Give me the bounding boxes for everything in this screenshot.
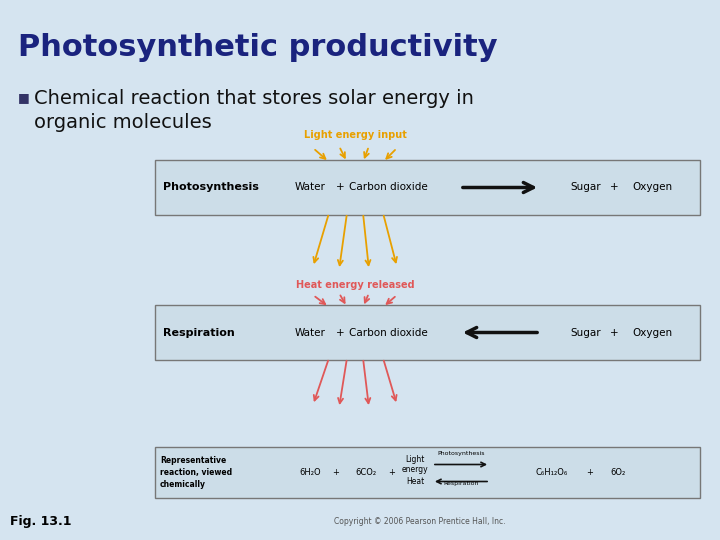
Text: organic molecules: organic molecules xyxy=(34,112,212,132)
Text: 6CO₂: 6CO₂ xyxy=(356,468,377,477)
Text: +: + xyxy=(389,468,395,477)
Text: Respiration: Respiration xyxy=(444,482,479,487)
Text: Carbon dioxide: Carbon dioxide xyxy=(348,327,428,338)
Text: Carbon dioxide: Carbon dioxide xyxy=(348,183,428,192)
Text: C₆H₁₂O₆: C₆H₁₂O₆ xyxy=(536,468,568,477)
Text: +: + xyxy=(587,468,593,477)
Text: Sugar: Sugar xyxy=(571,183,601,192)
Text: Water: Water xyxy=(294,327,325,338)
Text: 6H₂O: 6H₂O xyxy=(300,468,321,477)
Text: Chemical reaction that stores solar energy in: Chemical reaction that stores solar ener… xyxy=(34,89,474,107)
Text: +: + xyxy=(336,183,344,192)
Text: Oxygen: Oxygen xyxy=(632,327,672,338)
FancyBboxPatch shape xyxy=(155,305,700,360)
Text: Light energy input: Light energy input xyxy=(304,130,406,140)
Text: ■: ■ xyxy=(18,91,30,105)
Text: Photosynthesis: Photosynthesis xyxy=(163,183,259,192)
Text: Fig. 13.1: Fig. 13.1 xyxy=(10,516,71,529)
Text: Representative
reaction, viewed
chemically: Representative reaction, viewed chemical… xyxy=(160,456,232,489)
Text: Copyright © 2006 Pearson Prentice Hall, Inc.: Copyright © 2006 Pearson Prentice Hall, … xyxy=(334,517,505,526)
Text: +: + xyxy=(610,327,618,338)
Text: +: + xyxy=(333,468,339,477)
Text: 6O₂: 6O₂ xyxy=(611,468,626,477)
Text: +: + xyxy=(610,183,618,192)
Text: Sugar: Sugar xyxy=(571,327,601,338)
Text: Light
energy: Light energy xyxy=(402,455,428,474)
Text: Water: Water xyxy=(294,183,325,192)
Text: Photosynthetic productivity: Photosynthetic productivity xyxy=(18,33,498,63)
Text: Respiration: Respiration xyxy=(163,327,235,338)
Text: +: + xyxy=(336,327,344,338)
FancyBboxPatch shape xyxy=(155,160,700,215)
Text: Heat: Heat xyxy=(406,477,424,486)
Text: Oxygen: Oxygen xyxy=(632,183,672,192)
Text: Photosynthesis: Photosynthesis xyxy=(437,451,485,456)
FancyBboxPatch shape xyxy=(155,447,700,498)
Text: Heat energy released: Heat energy released xyxy=(296,280,414,290)
